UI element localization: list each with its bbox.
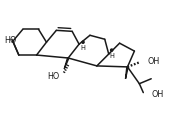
Polygon shape — [64, 58, 69, 69]
Circle shape — [82, 41, 84, 43]
Text: OH: OH — [147, 57, 159, 66]
Text: HO: HO — [47, 72, 59, 81]
Text: H: H — [81, 45, 86, 51]
Text: OH: OH — [151, 90, 163, 99]
Text: H: H — [109, 53, 114, 59]
Polygon shape — [125, 67, 128, 79]
Circle shape — [111, 49, 113, 51]
Text: HO: HO — [4, 36, 16, 45]
